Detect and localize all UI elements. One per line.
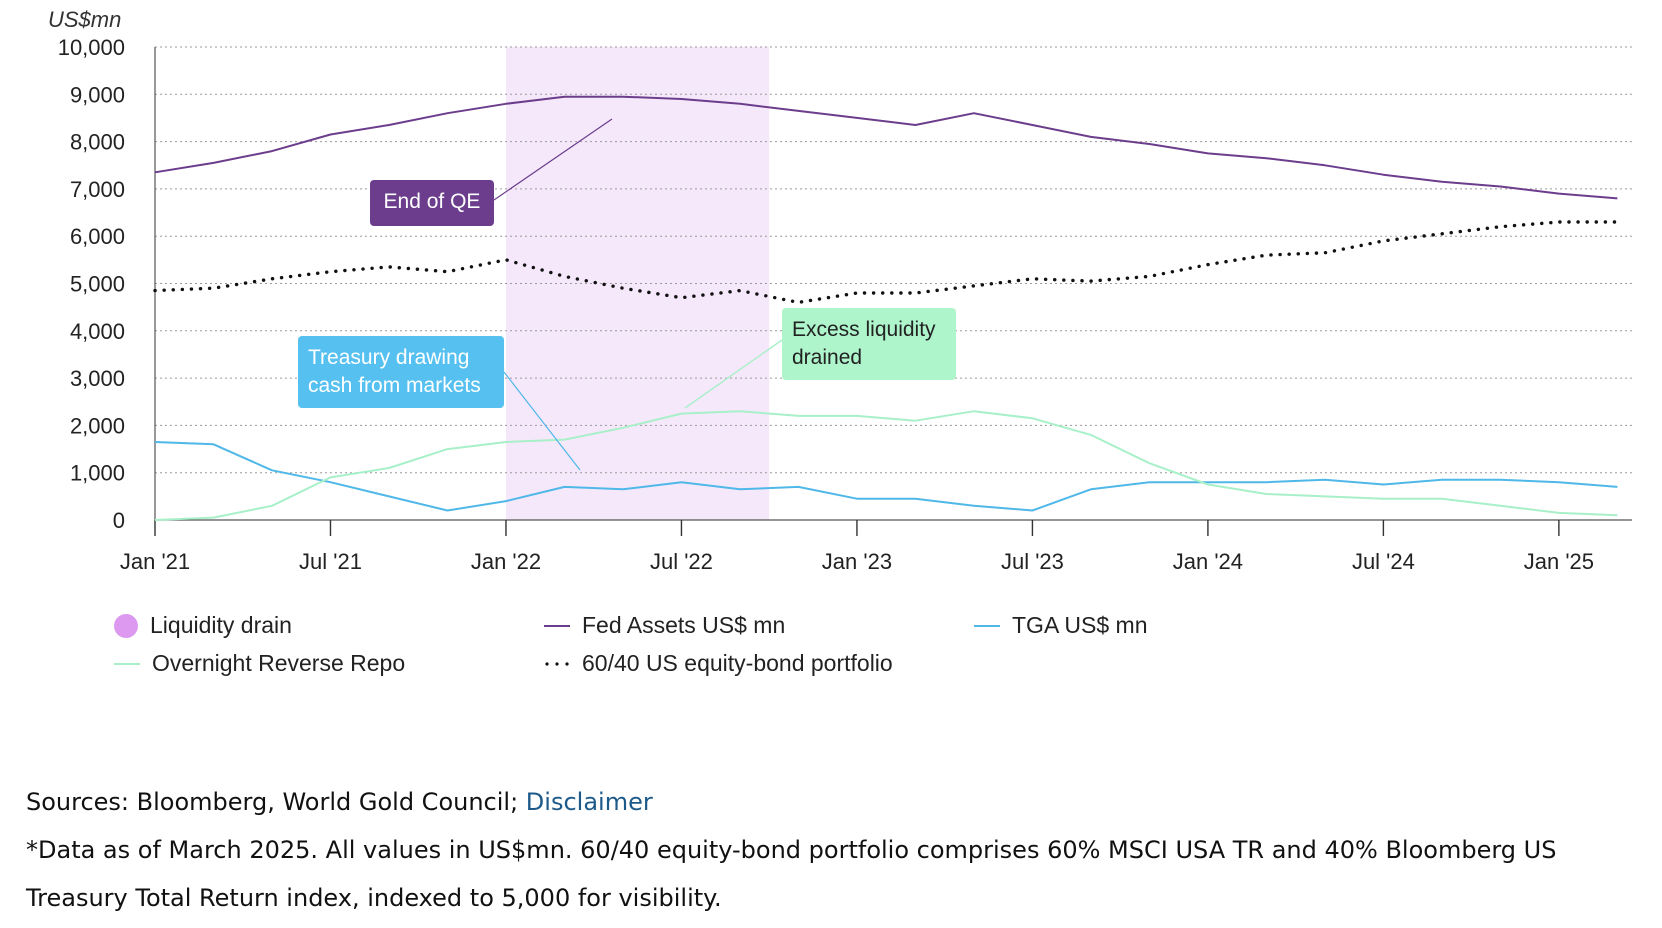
legend-swatch-fed-assets <box>544 624 570 627</box>
x-tick-label: Jul '21 <box>299 549 362 574</box>
callout-line-treasury <box>503 371 581 471</box>
annotation-excess-line-2: drained <box>792 346 863 369</box>
legend-swatch-liquidity-drain <box>114 613 138 638</box>
legend-swatch-reverse-repo <box>114 662 140 665</box>
annotation-treasury-drawing: Treasury drawing cash from markets <box>298 336 504 408</box>
y-tick-label: 8,000 <box>70 130 125 155</box>
footnote-text: *Data as of March 2025. All values in US… <box>26 836 1557 912</box>
x-tick-label: Jan '21 <box>120 549 190 574</box>
legend-item-fed-assets[interactable]: Fed Assets US$ mn <box>544 612 785 639</box>
x-tick-label: Jul '23 <box>1001 549 1064 574</box>
annotation-end-of-qe: End of QE <box>370 180 494 226</box>
sources-text: Sources: Bloomberg, World Gold Council; <box>26 788 526 816</box>
annotation-excess-liquidity: Excess liquidity drained <box>782 308 956 380</box>
x-tick-label: Jan '22 <box>471 549 541 574</box>
y-axis-unit-label: US$mn <box>48 7 121 32</box>
legend-label-reverse-repo: Overnight Reverse Repo <box>152 650 406 676</box>
x-tick-label: Jul '22 <box>650 549 713 574</box>
annotation-treasury-line-2: cash from markets <box>308 374 481 397</box>
series-line-fed-assets-us-mn <box>154 95 1618 200</box>
legend-label-tga: TGA US$ mn <box>1012 612 1148 638</box>
annotation-excess-line-1: Excess liquidity <box>792 318 936 341</box>
y-tick-label: 4,000 <box>70 319 125 344</box>
y-tick-label: 9,000 <box>70 82 125 107</box>
x-tick-label: Jan '24 <box>1173 549 1243 574</box>
legend-swatch-60-40-portfolio <box>542 660 572 667</box>
legend-label-60-40-portfolio: 60/40 US equity-bond portfolio <box>582 650 893 676</box>
series-line-tga-us-mn <box>154 441 1618 512</box>
y-tick-label: 5,000 <box>70 272 125 297</box>
legend-item-reverse-repo[interactable]: Overnight Reverse Repo <box>114 650 405 677</box>
y-tick-label: 3,000 <box>70 366 125 391</box>
chart-notes: Sources: Bloomberg, World Gold Council; … <box>26 778 1656 922</box>
series-line-60-40-us-equity-bond-portfolio <box>153 220 1620 305</box>
disclaimer-link[interactable]: Disclaimer <box>525 788 653 816</box>
legend-label-fed-assets: Fed Assets US$ mn <box>582 612 786 638</box>
legend-swatch-tga <box>974 624 1000 627</box>
legend-item-liquidity-drain[interactable]: Liquidity drain <box>114 612 292 639</box>
y-tick-label: 1,000 <box>70 461 125 486</box>
x-tick-label: Jan '23 <box>822 549 892 574</box>
callout-line-excess-liquidity <box>684 339 783 409</box>
chart: 10,000 9,000 8,000 7,000 6,000 5,000 4,000 3,00… <box>48 7 1632 574</box>
x-tick-label: Jan '25 <box>1524 549 1594 574</box>
annotation-end-of-qe-text: End of QE <box>383 190 481 213</box>
callout-line-end-of-qe <box>493 118 613 201</box>
legend-label-liquidity-drain: Liquidity drain <box>150 612 292 638</box>
legend-item-60-40-portfolio[interactable]: 60/40 US equity-bond portfolio <box>542 650 893 677</box>
y-tick-label: 0 <box>113 508 125 533</box>
series-line-overnight-reverse-repo <box>154 410 1618 521</box>
y-tick-label: 7,000 <box>70 177 125 202</box>
x-tick-label: Jul '24 <box>1352 549 1415 574</box>
y-tick-label: 2,000 <box>70 413 125 438</box>
y-tick-label: 6,000 <box>70 224 125 249</box>
annotation-treasury-line-1: Treasury drawing <box>308 346 470 369</box>
legend-item-tga[interactable]: TGA US$ mn <box>974 612 1147 639</box>
y-tick-label: 10,000 <box>58 35 125 60</box>
sources-line: Sources: Bloomberg, World Gold Council; … <box>26 778 1656 826</box>
